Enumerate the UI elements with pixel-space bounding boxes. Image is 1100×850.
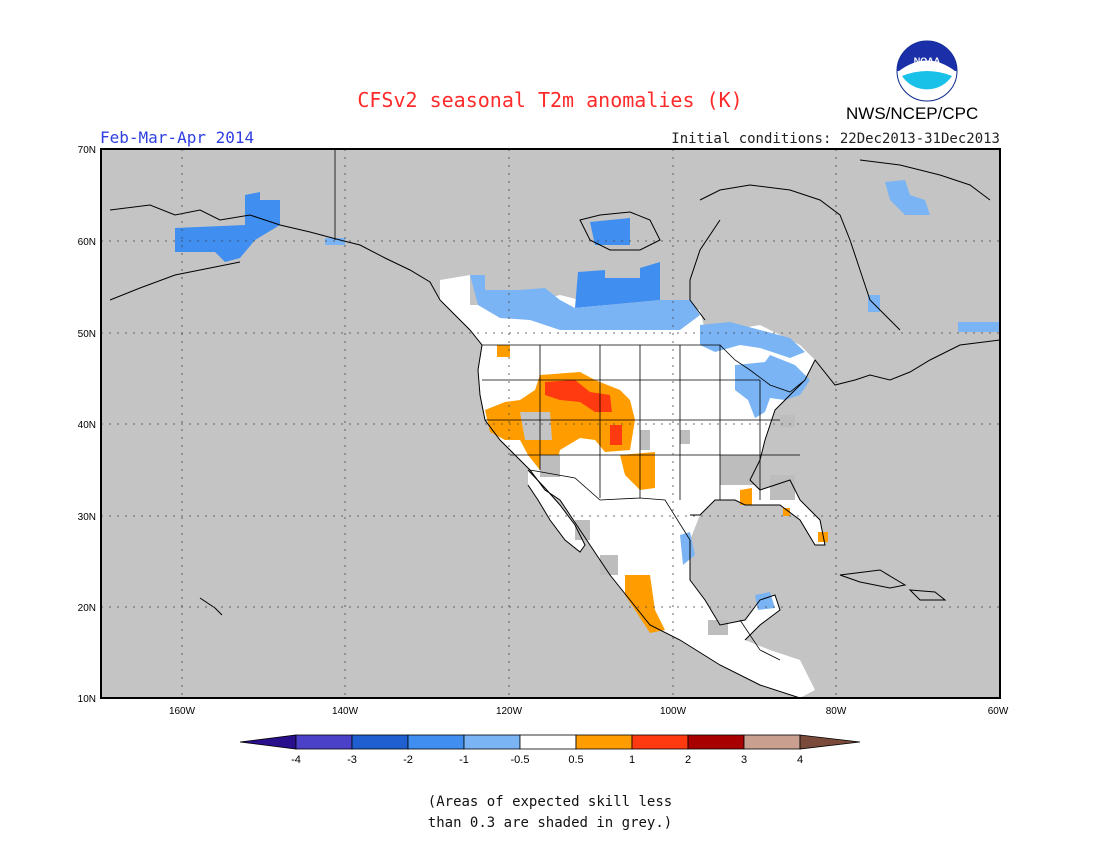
colorbar-right-arrow: [799, 734, 861, 750]
colorbar-tick: -0.5: [511, 754, 530, 766]
lat-label: 20N: [78, 603, 96, 614]
longitude-labels: 160W 140W 120W 100W 80W 60W: [169, 706, 1009, 717]
colorbar-bin: [743, 734, 801, 750]
lat-label: 60N: [78, 237, 96, 248]
lon-label: 60W: [988, 706, 1009, 717]
colorbar-tick: -2: [403, 754, 413, 766]
lat-label: 40N: [78, 420, 96, 431]
colorbar-tick: 2: [685, 754, 691, 766]
colorbar-bin: [463, 734, 521, 750]
colorbar-tick: 0.5: [568, 754, 583, 766]
lat-label: 10N: [78, 694, 96, 705]
cold-anomaly-areas: [175, 180, 1000, 610]
skill-footnote: (Areas of expected skill less than 0.3 a…: [0, 792, 1100, 834]
colorbar-left-arrow: [239, 734, 297, 750]
colorbar-bin: [687, 734, 745, 750]
colorbar-tick: -4: [291, 754, 301, 766]
colorbar-tick: 3: [741, 754, 747, 766]
noaa-logo-icon: NOAA: [896, 40, 958, 102]
low-skill-areas: [540, 415, 795, 635]
colorbar-bin: [407, 734, 465, 750]
political-borders: [334, 150, 806, 661]
colorbar-bin: [351, 734, 409, 750]
colorbar-tick: 1: [629, 754, 635, 766]
lat-label: 30N: [78, 512, 96, 523]
colorbar-bin: [295, 734, 353, 750]
lon-label: 100W: [660, 706, 687, 717]
lat-label: 70N: [78, 145, 96, 156]
map-frame: [100, 148, 1001, 699]
agency-label: NWS/NCEP/CPC: [846, 104, 979, 123]
lat-label: 50N: [78, 329, 96, 340]
lon-label: 80W: [826, 706, 847, 717]
colorbar-tick: -3: [347, 754, 357, 766]
colorbar-bin: [575, 734, 633, 750]
lon-label: 140W: [332, 706, 359, 717]
latitude-labels: 70N 60N 50N 40N 30N 20N 10N: [78, 145, 96, 705]
footnote-line: (Areas of expected skill less: [427, 794, 673, 810]
colorbar-tick: 4: [797, 754, 803, 766]
warm-anomaly-areas: [485, 345, 828, 633]
graticule: [101, 149, 1000, 698]
colorbar-bin: [519, 734, 577, 750]
svg-text:NOAA: NOAA: [914, 56, 941, 66]
initial-conditions: Initial conditions: 22Dec2013-31Dec2013: [671, 131, 1000, 147]
baja-peninsula: [528, 470, 585, 552]
colorbar: -4 -3 -2 -1 -0.5 0.5 1 2 3 4: [239, 734, 861, 766]
chart-title: CFSv2 seasonal T2m anomalies (K): [357, 88, 743, 112]
forecast-period: Feb-Mar-Apr 2014: [100, 128, 255, 147]
colorbar-bin: [631, 734, 689, 750]
colorbar-tick: -1: [459, 754, 469, 766]
lon-label: 120W: [496, 706, 523, 717]
coastlines: [109, 159, 1000, 698]
land-area: [440, 275, 825, 698]
footnote-line: than 0.3 are shaded in grey.): [427, 815, 673, 831]
lon-label: 160W: [169, 706, 196, 717]
